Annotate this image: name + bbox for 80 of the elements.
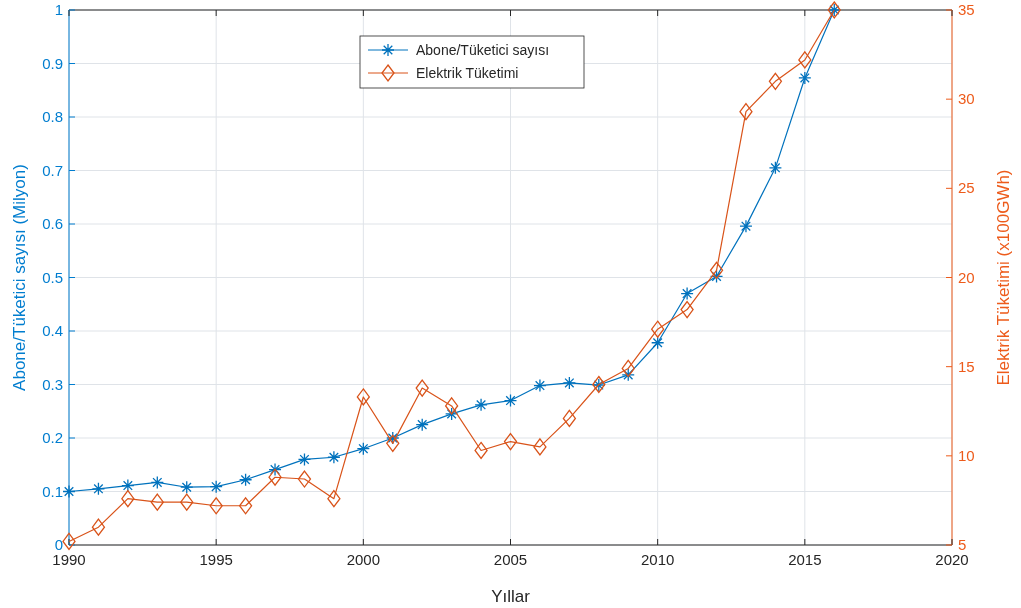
y-tick-label: 0.1: [42, 482, 63, 500]
x-tick-label: 2020: [935, 551, 969, 568]
point: [562, 376, 577, 390]
point: [415, 379, 429, 397]
point: [651, 336, 665, 350]
point: [533, 378, 547, 393]
point: [327, 489, 341, 508]
point: [651, 320, 665, 338]
x-tick-label: 1990: [52, 551, 86, 568]
point: [415, 417, 429, 432]
point: [621, 368, 635, 382]
point: [474, 441, 488, 460]
point: [474, 398, 488, 412]
point: [297, 452, 312, 467]
point: [680, 300, 694, 319]
x-tick-label: 2005: [493, 551, 528, 568]
point: [150, 475, 164, 490]
point: [621, 359, 635, 378]
x-tick-label: 2010: [640, 551, 675, 568]
point: [739, 219, 753, 233]
y-tick-label: 0.5: [42, 268, 63, 286]
point: [444, 407, 459, 421]
point: [62, 484, 76, 499]
point: [680, 286, 694, 301]
point: [180, 480, 194, 494]
legend-label: Abone/Tüketici sayısı: [416, 42, 550, 58]
point: [562, 409, 577, 428]
y-tick-label: 1: [54, 1, 63, 18]
x-axis-title: Yıllar: [491, 587, 531, 606]
point: [209, 497, 223, 515]
y2-tick-label: 5: [958, 536, 967, 553]
y-axis-title: Abone/Tüketici sayısı (Milyon): [10, 164, 29, 391]
y2-tick-label: 10: [958, 446, 975, 464]
x-tick-label: 2000: [346, 551, 381, 568]
y-tick-label: 0.8: [42, 108, 63, 125]
point: [209, 480, 223, 494]
point: [739, 103, 753, 121]
point: [327, 450, 341, 464]
point: [238, 473, 253, 487]
y-tick-label: 0: [54, 536, 63, 553]
point: [297, 470, 312, 488]
y2-tick-label: 25: [958, 179, 975, 197]
y-tick-label: 0.2: [42, 429, 63, 446]
y2-tick-label: 20: [958, 268, 975, 286]
point: [798, 51, 812, 69]
point: [91, 518, 106, 536]
point: [533, 438, 547, 456]
point: [356, 442, 370, 456]
point: [121, 478, 135, 493]
legend-label: Elektrik Tüketimi: [416, 65, 519, 81]
x-tick-label: 2015: [788, 551, 822, 568]
point: [386, 434, 400, 452]
point: [709, 261, 724, 280]
point: [150, 493, 164, 511]
point: [709, 269, 724, 284]
y2-tick-label: 30: [958, 90, 975, 108]
y2-tick-label: 35: [958, 1, 975, 18]
point: [768, 72, 783, 90]
y-tick-label: 0.9: [42, 54, 63, 72]
y2-tick-label: 15: [958, 357, 975, 375]
y-tick-label: 0.7: [42, 161, 63, 179]
y-tick-label: 0.6: [42, 215, 63, 232]
point: [238, 497, 253, 515]
y-tick-label: 0.3: [42, 375, 63, 393]
point: [268, 468, 282, 486]
point: [356, 388, 370, 406]
point: [91, 482, 106, 496]
point: [386, 431, 400, 445]
point: [62, 532, 76, 551]
x-tick-label: 1995: [199, 551, 233, 568]
point: [180, 493, 194, 511]
point: [268, 462, 282, 477]
point: [503, 432, 518, 451]
point: [121, 489, 135, 508]
point: [444, 397, 459, 415]
y-tick-label: 0.4: [42, 322, 63, 339]
point: [798, 71, 812, 85]
point: [768, 161, 783, 175]
point: [503, 393, 518, 408]
y2-axis-title: Elektrik Tüketimi (x100GWh): [994, 169, 1013, 386]
